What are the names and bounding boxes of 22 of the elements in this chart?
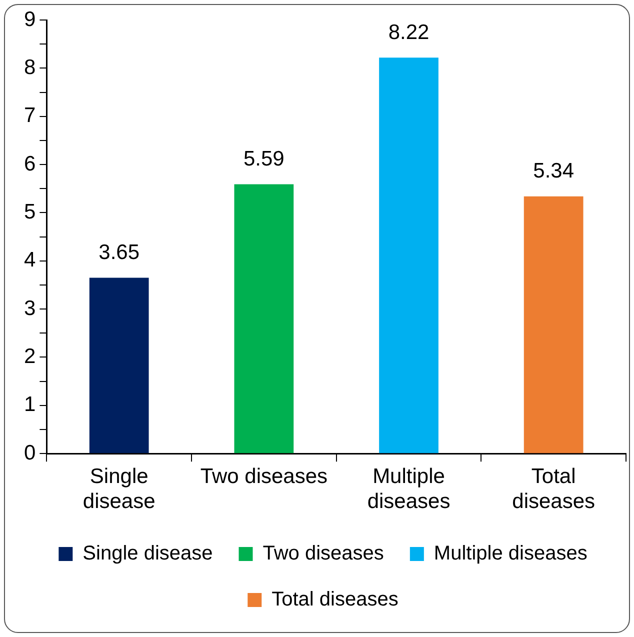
y-tick-label: 9 [24, 8, 36, 31]
legend-label: Two diseases [262, 542, 384, 565]
data-label: 8.22 [388, 20, 430, 44]
x-tick-label: Two diseases [200, 464, 328, 488]
y-tick-label: 6 [24, 152, 36, 176]
x-tick-label: Total diseases [512, 464, 596, 514]
y-tick-label: 0 [24, 441, 36, 464]
y-tick-label: 3 [24, 296, 36, 320]
x-tick-label: Multiple diseases [367, 464, 450, 514]
y-tick-label: 5 [24, 200, 36, 224]
y-tick-label: 4 [24, 248, 36, 272]
y-tick-label: 1 [24, 393, 36, 416]
y-tick-label: 2 [24, 345, 36, 368]
legend-label: Single disease [82, 542, 213, 565]
legend-label: Multiple diseases [434, 542, 588, 565]
data-label: 5.59 [243, 148, 284, 171]
legend-label: Total diseases [272, 588, 398, 611]
data-label: 3.65 [98, 241, 140, 264]
x-tick-label: Single disease [82, 464, 156, 514]
data-label: 5.34 [533, 160, 574, 183]
y-tick-label: 8 [24, 56, 36, 79]
y-tick-label: 7 [24, 104, 36, 128]
